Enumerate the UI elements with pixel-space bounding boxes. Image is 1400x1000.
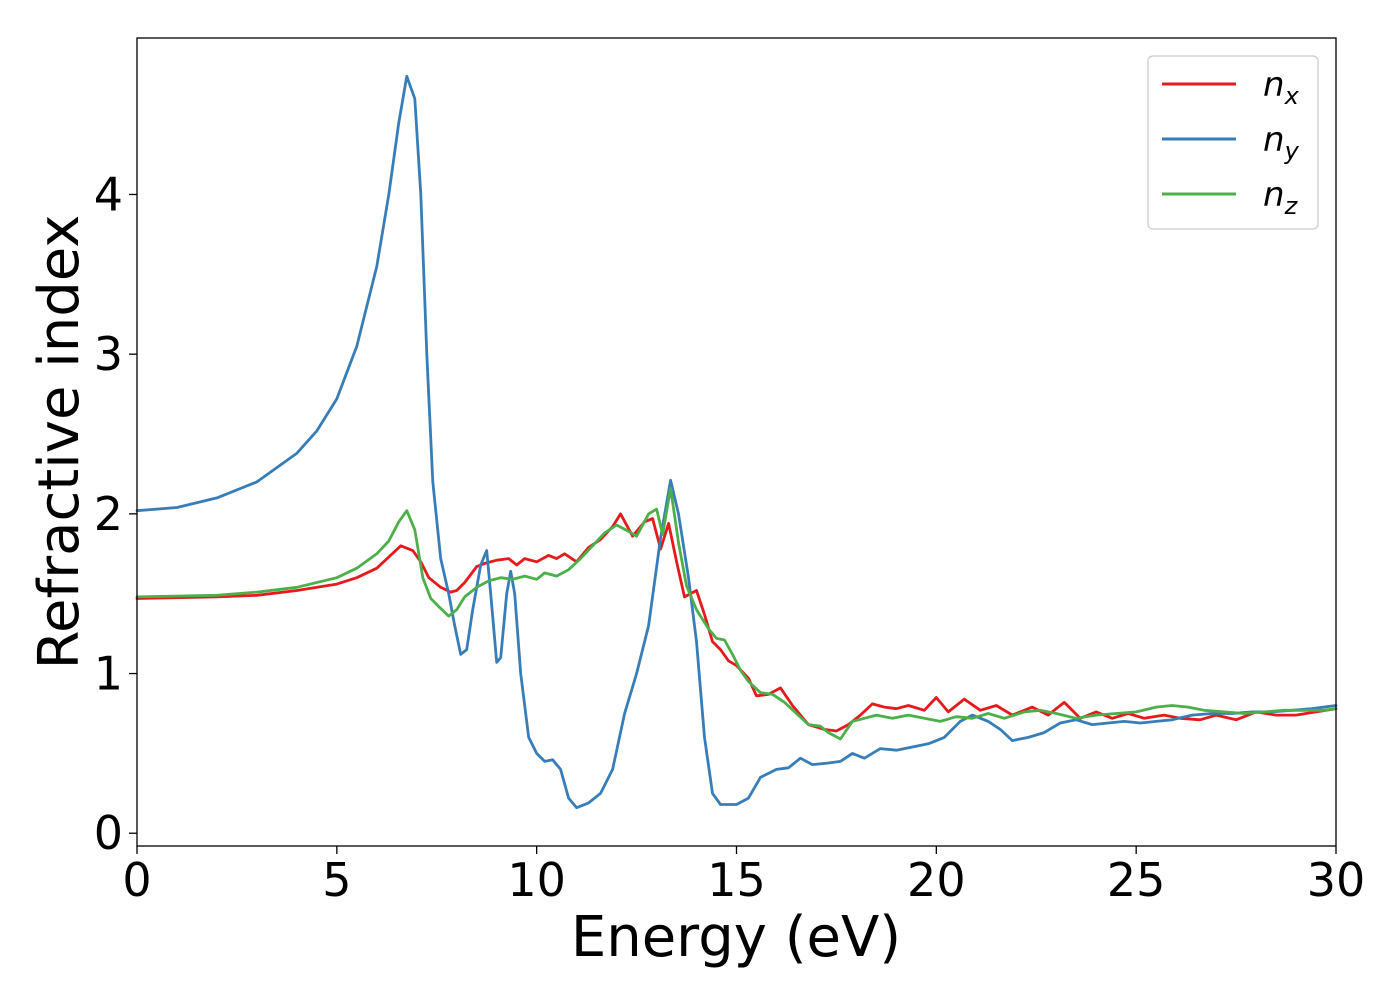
legend-label-n-x: nx (1263, 65, 1300, 110)
legend: nx ny nz (1147, 55, 1319, 230)
legend-label-n-y: ny (1263, 120, 1300, 165)
legend-box (1147, 55, 1319, 230)
legend-label-n-z: nz (1263, 175, 1299, 220)
x-tick-label: 30 (1307, 853, 1366, 907)
x-tick-label: 0 (122, 853, 151, 907)
x-tick-label: 25 (1107, 853, 1166, 907)
legend-items: nx ny nz (1162, 65, 1300, 220)
x-tick-label: 10 (507, 853, 566, 907)
x-tick-label: 15 (707, 853, 766, 907)
series-line-n-z (135, 486, 1338, 741)
y-tick-label: 2 (94, 487, 123, 541)
x-tick-label: 20 (907, 853, 966, 907)
x-axis-ticks: 0 5 10 15 20 25 30 (122, 846, 1365, 907)
y-axis-ticks: 0 1 2 3 4 (94, 167, 137, 860)
y-tick-label: 0 (94, 806, 123, 860)
series-line-n-y (135, 74, 1338, 810)
y-tick-label: 3 (94, 327, 123, 381)
y-tick-label: 4 (94, 167, 123, 221)
series-layer (135, 74, 1338, 810)
y-axis-label: Refractive index (27, 215, 92, 670)
x-tick-label: 5 (322, 853, 351, 907)
x-axis-label: Energy (eV) (571, 905, 901, 970)
y-tick-label: 1 (94, 647, 123, 701)
